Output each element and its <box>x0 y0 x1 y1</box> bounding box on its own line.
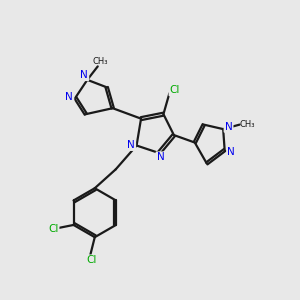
Text: CH₃: CH₃ <box>93 57 109 66</box>
Text: N: N <box>127 140 135 150</box>
Text: Cl: Cl <box>87 256 97 266</box>
Text: Cl: Cl <box>169 85 180 95</box>
Text: Cl: Cl <box>48 224 58 234</box>
Text: N: N <box>227 147 235 158</box>
Text: N: N <box>80 70 88 80</box>
Text: N: N <box>157 152 164 163</box>
Text: N: N <box>225 122 232 132</box>
Text: CH₃: CH₃ <box>239 120 255 129</box>
Text: N: N <box>65 92 73 102</box>
